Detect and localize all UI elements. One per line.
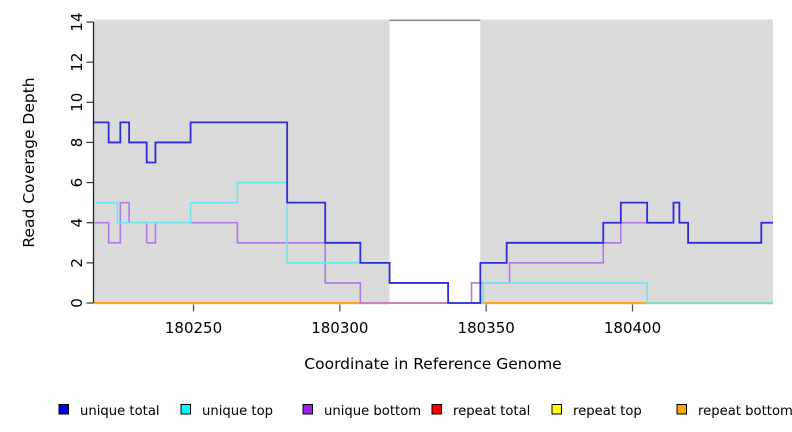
y-tick-label: 6	[68, 178, 86, 188]
series-line-unique-top	[94, 181, 773, 304]
series-line-unique-total	[94, 121, 773, 304]
legend-swatch-unique-total	[58, 404, 69, 415]
legend-swatch-repeat-top	[551, 404, 562, 415]
legend-swatch-unique-top	[180, 404, 191, 415]
gap-band-layer	[389, 19, 481, 305]
legend-label-unique-total: unique total	[80, 404, 160, 419]
legend-label-repeat-total: repeat total	[453, 404, 530, 419]
legend-swatch-unique-bottom	[302, 404, 313, 415]
x-tick-label: 180250	[165, 319, 222, 337]
x-tick-label: 180350	[458, 319, 515, 337]
x-tick-label: 180300	[311, 319, 368, 337]
legend-label-repeat-top: repeat top	[573, 404, 642, 419]
y-tick-label: 12	[68, 53, 86, 72]
x-axis: 180250 180300 180350 180400	[165, 304, 661, 337]
x-tick-label: 180400	[604, 319, 661, 337]
legend: unique total unique top unique bottom repea…	[58, 404, 792, 419]
legend-label-repeat-bottom: repeat bottom	[698, 404, 792, 419]
series-lines	[94, 121, 773, 304]
y-tick-label: 14	[68, 12, 86, 31]
gap-band	[389, 19, 481, 305]
legend-label-unique-bottom: unique bottom	[324, 404, 421, 419]
legend-swatch-repeat-total	[431, 404, 442, 415]
y-tick-label: 2	[68, 258, 86, 268]
y-tick-label: 8	[68, 138, 86, 148]
legend-swatch-repeat-bottom	[676, 404, 687, 415]
x-axis-title: Coordinate in Reference Genome	[304, 355, 561, 373]
legend-label-unique-top: unique top	[202, 404, 273, 419]
y-axis-title: Read Coverage Depth	[20, 77, 38, 247]
y-tick-label: 10	[68, 93, 86, 112]
y-axis: 0 2 4 6 8 10 12 14	[68, 12, 95, 308]
y-tick-label: 4	[68, 218, 86, 228]
axis-titles: Coordinate in Reference Genome Read Cove…	[20, 77, 562, 373]
y-tick-label: 0	[68, 298, 86, 308]
